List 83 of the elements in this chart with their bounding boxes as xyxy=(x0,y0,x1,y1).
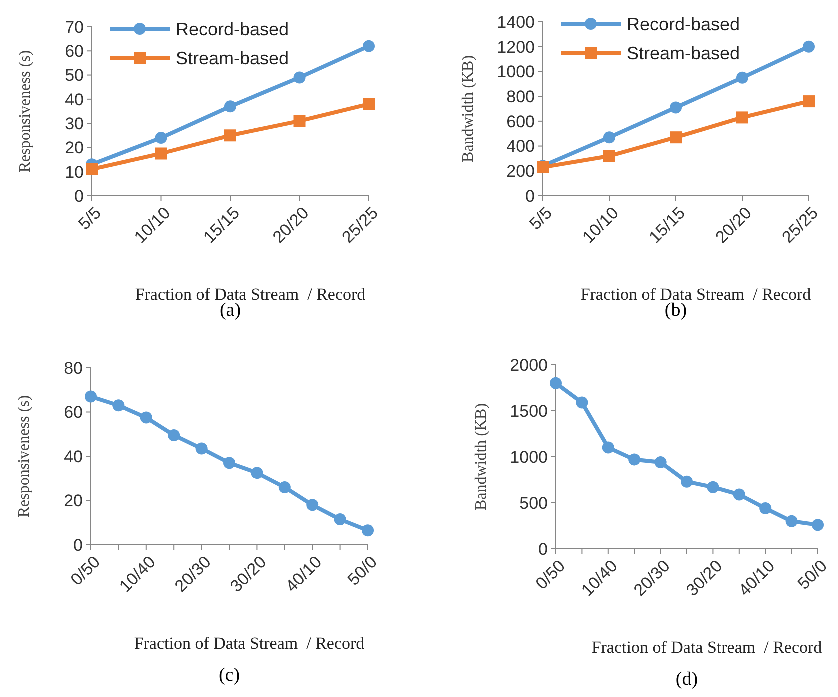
x-tick-label: 5/5 xyxy=(526,204,556,234)
y-tick-label: 0 xyxy=(526,186,535,206)
point xyxy=(363,98,375,110)
x-axis-title: Fraction of Data Stream / Record xyxy=(592,638,823,657)
x-tick-label: 50/0 xyxy=(794,556,832,594)
point xyxy=(812,519,824,532)
point xyxy=(736,72,748,84)
point xyxy=(736,112,748,124)
point xyxy=(155,132,168,144)
y-tick-label: 1000 xyxy=(497,62,535,82)
point xyxy=(140,412,152,424)
legend-label: Stream-based xyxy=(627,43,740,64)
y-axis-title: Bandwidth (KB) xyxy=(473,403,490,511)
y-tick-label: 40 xyxy=(65,90,84,110)
point xyxy=(362,524,374,537)
y-tick-label: 60 xyxy=(64,403,83,422)
y-tick-label: 60 xyxy=(65,42,84,62)
y-tick-label: 40 xyxy=(64,447,83,466)
x-axis-title: Fraction of Data Stream / Record xyxy=(134,634,366,653)
y-tick-label: 1400 xyxy=(497,12,535,32)
point xyxy=(168,429,180,442)
x-tick-label: 50/0 xyxy=(344,552,382,590)
point xyxy=(85,390,97,403)
y-tick-label: 1000 xyxy=(510,448,548,467)
point xyxy=(803,96,815,108)
legend-label: Stream-based xyxy=(176,48,290,68)
point xyxy=(196,442,208,455)
y-tick-label: 200 xyxy=(506,162,535,182)
y-tick-label: 50 xyxy=(65,66,84,86)
legend-label: Record-based xyxy=(176,19,290,40)
point xyxy=(803,40,815,53)
point xyxy=(224,457,236,470)
point xyxy=(224,130,236,142)
y-tick-label: 800 xyxy=(506,88,535,107)
point xyxy=(670,132,682,144)
y-axis-title: Responsiveness (s) xyxy=(17,50,34,173)
point xyxy=(294,72,306,84)
y-tick-label: 1200 xyxy=(497,38,535,57)
y-tick-label: 0 xyxy=(74,186,84,206)
point xyxy=(654,456,667,469)
y-tick-label: 600 xyxy=(506,112,535,132)
x-tick-label: 0/50 xyxy=(67,552,104,590)
point xyxy=(707,481,720,494)
y-tick-label: 0 xyxy=(74,536,83,555)
legend-label: Record-based xyxy=(627,14,740,34)
point xyxy=(278,481,291,494)
point xyxy=(604,150,616,162)
point xyxy=(550,377,562,390)
point xyxy=(602,442,614,454)
point xyxy=(670,102,682,114)
point xyxy=(294,115,306,128)
point xyxy=(576,396,588,409)
point xyxy=(363,40,375,52)
point xyxy=(224,100,236,113)
point xyxy=(334,514,346,526)
x-tick-label: 5/5 xyxy=(74,204,106,234)
point xyxy=(306,499,319,512)
y-tick-label: 2000 xyxy=(510,356,548,375)
text: (d) xyxy=(676,669,698,690)
point xyxy=(112,400,125,412)
y-tick-label: 400 xyxy=(506,137,535,156)
y-tick-label: 80 xyxy=(64,358,83,378)
y-tick-label: 20 xyxy=(65,138,84,158)
y-tick-label: 10 xyxy=(65,162,84,182)
y-tick-label: 500 xyxy=(520,494,548,513)
point xyxy=(155,148,168,160)
y-tick-label: 1500 xyxy=(510,402,548,421)
point xyxy=(86,163,98,176)
y-tick-label: 70 xyxy=(65,18,84,37)
point xyxy=(786,515,798,528)
point xyxy=(760,502,772,515)
x-tick-label: 0/50 xyxy=(532,556,570,594)
y-axis-title: Responsiveness (s) xyxy=(16,395,33,518)
point xyxy=(681,476,693,488)
y-tick-label: 0 xyxy=(538,540,548,559)
point xyxy=(733,488,746,501)
point xyxy=(604,132,616,144)
point xyxy=(251,467,264,480)
y-tick-label: 20 xyxy=(64,492,83,511)
y-tick-label: 30 xyxy=(65,114,84,134)
point xyxy=(628,454,641,466)
y-axis-title: Bandwidth (KB) xyxy=(460,55,477,163)
text: (c) xyxy=(218,665,240,686)
